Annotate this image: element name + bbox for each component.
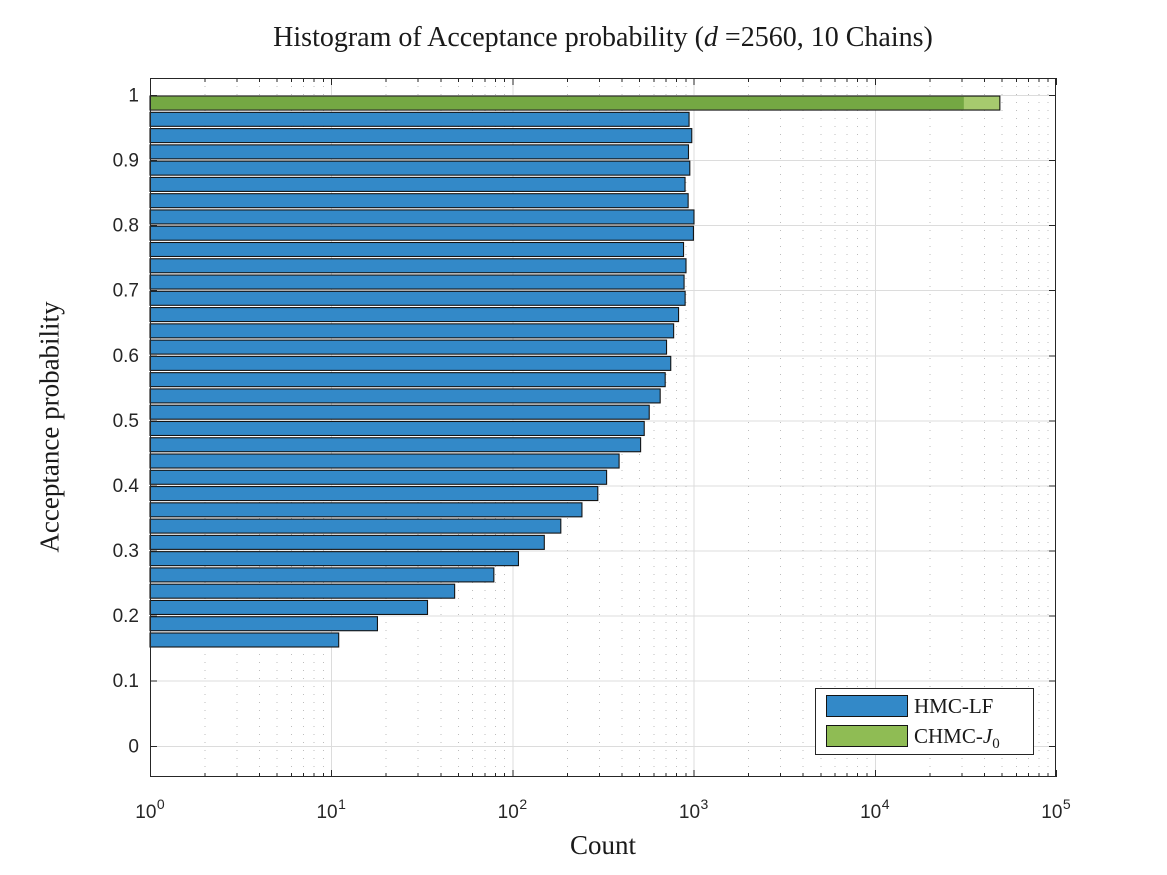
legend-label-chmc-j0: CHMC-J0: [914, 723, 1000, 752]
histogram-bar-hmc-lf: [149, 551, 520, 567]
histogram-bar-hmc-lf: [149, 632, 340, 648]
y-tick-label: 0.7: [113, 281, 139, 302]
histogram-bar-hmc-lf: [149, 502, 583, 518]
y-axis-label: Acceptance probability: [34, 301, 65, 553]
x-tick-label: 102: [498, 796, 528, 823]
histogram-bar-hmc-lf: [149, 160, 691, 176]
histogram-bar-hmc-lf: [149, 274, 685, 290]
histogram-bar-hmc-lf: [149, 176, 686, 192]
histogram-bar-hmc-lf: [149, 144, 690, 160]
histogram-bar-hmc-lf: [149, 534, 545, 550]
title-text-prefix: Histogram of Acceptance probability (: [273, 22, 704, 53]
histogram-bar-hmc-lf: [149, 388, 661, 404]
x-axis-label: Count: [569, 830, 636, 860]
histogram-bar-hmc-lf: [149, 128, 693, 144]
legend-swatch-hmc-lf: [826, 695, 908, 717]
histogram-bar-hmc-lf: [149, 209, 695, 225]
legend-label-hmc-lf: HMC-LF: [914, 693, 994, 718]
legend: HMC-LF CHMC-J0: [815, 688, 1034, 755]
histogram-bar-hmc-lf: [149, 339, 668, 355]
legend-label-chmc-prefix: CHMC-: [914, 723, 983, 748]
y-tick-label: 0.6: [113, 346, 139, 367]
histogram-bar-hmc-lf: [149, 583, 456, 599]
y-tick-label: 0.1: [113, 671, 139, 692]
bars-layer: [149, 95, 1001, 648]
x-tick-label: 101: [316, 796, 346, 823]
x-tick-label: 103: [679, 796, 709, 823]
histogram-bar-hmc-lf: [149, 193, 689, 209]
title-variable-d: d: [703, 22, 718, 53]
histogram-bar-hmc-lf: [149, 290, 686, 306]
chart-title: Histogram of Acceptance probability (d =…: [150, 22, 1056, 54]
legend-swatch-chmc-j0: [826, 725, 908, 747]
tick-labels-layer: 0 0.1 0.2 0.3 0.4 0.5 0.6 0.7 0.8 0.9 1 100 101 102 10…: [113, 85, 1071, 823]
histogram-bar-hmc-lf: [149, 437, 642, 453]
y-tick-label: 0.2: [113, 606, 139, 627]
histogram-bar-hmc-lf: [149, 486, 599, 502]
histogram-bar-hmc-lf: [149, 599, 429, 616]
title-text-suffix: =2560, 10 Chains): [717, 22, 933, 53]
x-tick-label: 105: [1041, 796, 1071, 823]
histogram-bar-hmc-lf: [149, 518, 562, 534]
histogram-bar-hmc-lf: [149, 453, 620, 469]
histogram-bar-hmc-lf: [149, 258, 687, 274]
histogram-bar-hmc-lf: [149, 404, 650, 420]
y-tick-label: 1: [128, 85, 139, 106]
legend-label-chmc-var: J: [982, 723, 993, 748]
histogram-bar-hmc-lf: [149, 567, 495, 583]
plot-border: [149, 77, 1057, 778]
histogram-bar-hmc-lf: [149, 616, 379, 632]
y-tick-label: 0.4: [113, 476, 140, 497]
histogram-bar-hmc-lf: [149, 241, 685, 258]
y-tick-label: 0.5: [113, 411, 139, 432]
legend-label-chmc-sub: 0: [992, 735, 1000, 752]
y-tick-label: 0.8: [113, 216, 139, 237]
legend-entry-hmc-lf: HMC-LF: [826, 693, 994, 718]
histogram-bar-hmc-lf: [149, 111, 690, 127]
legend-entry-chmc-j0: CHMC-J0: [826, 723, 1000, 752]
histogram-bar-hmc-lf: [149, 323, 675, 339]
histogram-bar-hmc-lf: [149, 225, 694, 241]
histogram-bar-hmc-lf: [149, 372, 666, 388]
y-tick-label: 0.3: [113, 541, 139, 562]
histogram-bar-hmc-lf: [149, 355, 672, 371]
x-tick-label: 104: [860, 796, 890, 823]
y-tick-label: 0.9: [113, 151, 139, 172]
histogram-bar-hmc-lf: [149, 469, 608, 485]
x-tick-label: 100: [135, 796, 165, 823]
histogram-bar-chmc-j0-overlap: [150, 96, 964, 110]
histogram-bar-hmc-lf: [149, 420, 645, 437]
histogram-bar-hmc-lf: [149, 307, 680, 323]
y-tick-label: 0: [128, 736, 139, 757]
